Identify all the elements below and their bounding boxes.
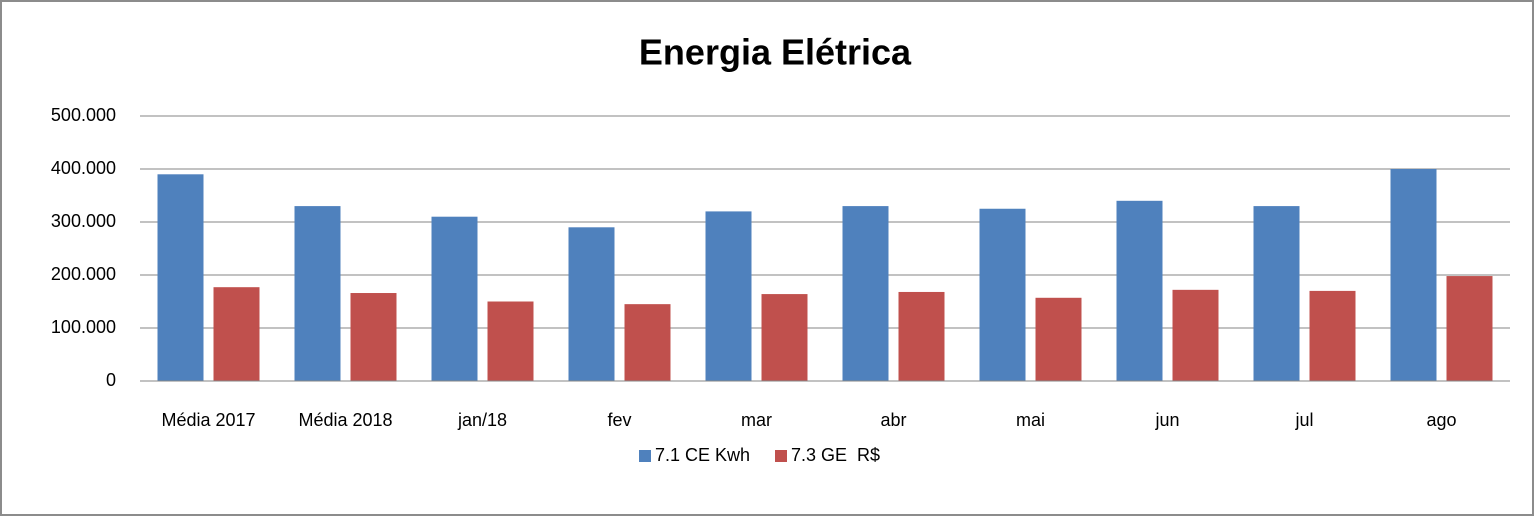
y-tick-label: 0	[106, 370, 116, 390]
bar	[568, 227, 615, 381]
x-tick-label: Média 2017	[161, 410, 255, 430]
x-tick-label: mar	[741, 410, 772, 430]
bar	[213, 287, 260, 381]
bar	[1116, 200, 1163, 381]
bar	[157, 174, 204, 381]
bar	[1253, 206, 1300, 381]
y-tick-label: 300.000	[51, 211, 116, 231]
legend-swatch	[775, 450, 787, 462]
y-tick-label: 200.000	[51, 264, 116, 284]
bar	[705, 211, 752, 381]
bar	[1446, 276, 1493, 381]
legend-label: 7.3 GE R$	[791, 445, 880, 465]
x-tick-label: jan/18	[457, 410, 507, 430]
legend-swatch	[639, 450, 651, 462]
legend-label: 7.1 CE Kwh	[655, 445, 750, 465]
bar	[1035, 297, 1082, 381]
bar	[1172, 289, 1219, 381]
bar	[898, 291, 945, 381]
x-tick-label: ago	[1426, 410, 1456, 430]
y-tick-label: 100.000	[51, 317, 116, 337]
bar	[1390, 169, 1437, 381]
x-tick-label: jul	[1294, 410, 1313, 430]
bar	[350, 293, 397, 381]
bar	[761, 294, 808, 381]
x-tick-label: jun	[1154, 410, 1179, 430]
bar	[979, 208, 1026, 381]
bar	[624, 304, 671, 381]
bar	[431, 216, 478, 381]
y-tick-label: 400.000	[51, 158, 116, 178]
x-tick-label: fev	[607, 410, 631, 430]
y-tick-label: 500.000	[51, 105, 116, 125]
bar	[842, 206, 889, 381]
x-tick-label: abr	[880, 410, 906, 430]
x-tick-label: Média 2018	[298, 410, 392, 430]
bar	[1309, 290, 1356, 381]
bar	[294, 206, 341, 381]
x-tick-label: mai	[1016, 410, 1045, 430]
chart-title: Energia Elétrica	[639, 32, 912, 73]
bar	[487, 301, 534, 381]
